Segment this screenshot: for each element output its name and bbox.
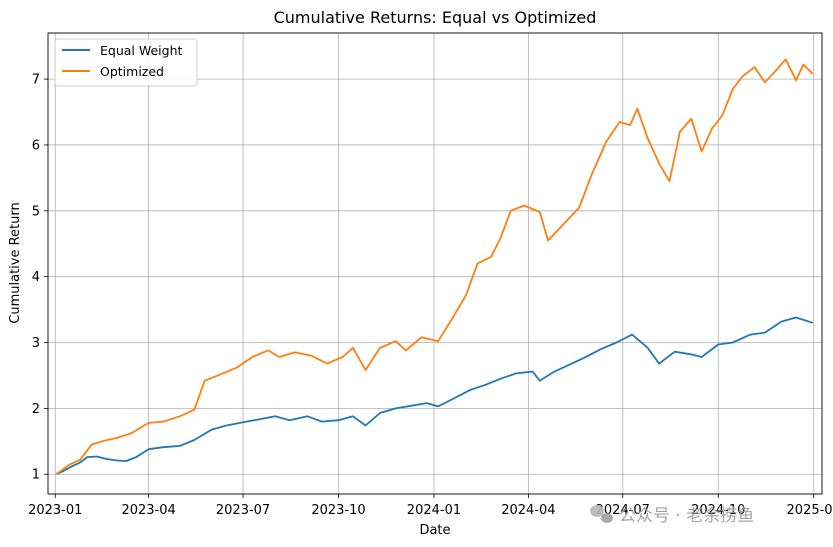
y-axis-ticks: 1 2 3 4 5 6 7 <box>32 73 48 483</box>
y-tick-label: 6 <box>32 138 40 153</box>
plot-area-frame <box>47 32 823 495</box>
series-line-optimized <box>55 58 814 475</box>
watermark-text: 公众号 · 老余捞鱼 <box>619 506 754 526</box>
y-tick-label: 1 <box>32 468 40 483</box>
chart-title: Cumulative Returns: Equal vs Optimized <box>274 8 597 27</box>
y-gridlines <box>48 78 822 475</box>
series-line-equal-weight <box>55 316 813 476</box>
x-gridlines <box>54 33 815 494</box>
series-lines <box>55 58 814 476</box>
x-tick-label: 2024-01 <box>407 503 461 518</box>
y-tick-label: 5 <box>32 204 40 219</box>
x-tick-label: 2024-04 <box>501 503 555 518</box>
x-tick-label: 2023-01 <box>28 503 82 518</box>
legend-label-equal-weight: Equal Weight <box>100 43 183 58</box>
watermark: 公众号 · 老余捞鱼 <box>590 505 754 526</box>
legend-box <box>54 38 198 87</box>
legend-label-optimized: Optimized <box>100 64 164 79</box>
y-tick-label: 2 <box>32 402 40 417</box>
x-tick-label: 2023-04 <box>121 503 175 518</box>
y-tick-label: 7 <box>32 73 40 88</box>
y-axis-label: Cumulative Return <box>8 202 23 323</box>
y-tick-label: 3 <box>32 336 40 351</box>
wechat-icon <box>590 505 613 523</box>
x-tick-label: 2025-01 <box>787 503 833 518</box>
x-tick-label: 2023-07 <box>216 503 270 518</box>
x-axis-label: Date <box>419 523 450 538</box>
x-tick-label: 2024-10 <box>691 503 745 518</box>
legend: Equal Weight Optimized <box>54 38 198 87</box>
y-tick-label: 4 <box>32 270 40 285</box>
x-tick-label: 2023-10 <box>311 503 365 518</box>
x-axis-ticks: 2023-01 2023-04 2023-07 2023-10 2024-01 2024-… <box>28 494 833 518</box>
